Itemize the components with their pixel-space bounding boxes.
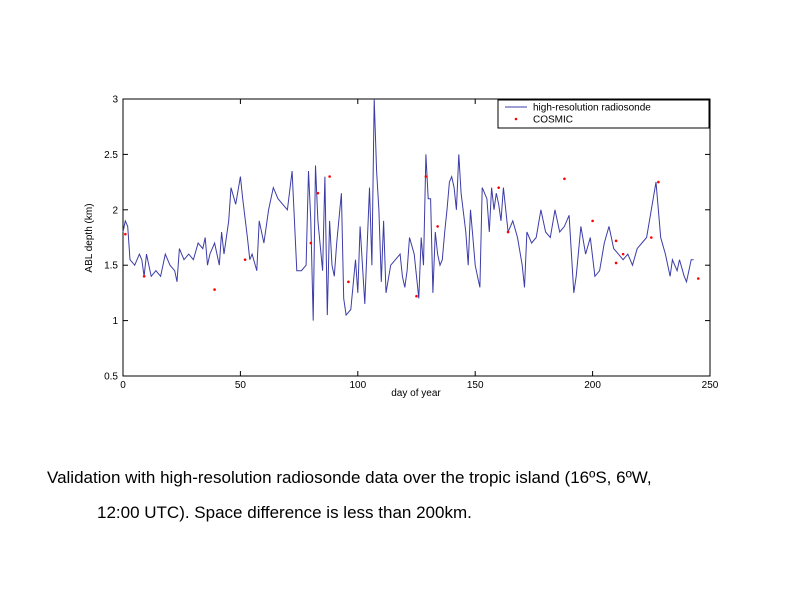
data-point (424, 175, 428, 178)
y-tick-label: 2.5 (104, 150, 118, 161)
legend-label: high-resolution radiosonde (533, 103, 651, 114)
x-tick-label: 50 (235, 380, 247, 391)
data-point (347, 280, 350, 284)
x-tick-label: 0 (120, 380, 126, 391)
legend-label: COSMIC (533, 115, 573, 126)
y-tick-label: 3 (112, 95, 118, 106)
data-point (497, 186, 500, 189)
data-point (328, 175, 331, 178)
data-point (213, 288, 216, 291)
x-tick-label: 100 (349, 380, 366, 391)
x-tick-label: 150 (467, 380, 484, 391)
y-axis-label: ABL depth (km) (84, 203, 95, 272)
data-point (696, 277, 700, 280)
legend-swatch (514, 117, 518, 121)
data-point (316, 191, 320, 195)
y-tick-label: 0.5 (104, 372, 118, 383)
data-point (650, 236, 653, 239)
y-tick-label: 1.5 (104, 261, 118, 272)
plot-frame (122, 98, 711, 377)
data-point (309, 241, 313, 245)
data-point (563, 177, 566, 181)
caption-line: 12:00 UTC). Space difference is less tha… (97, 503, 472, 522)
data-point (243, 258, 247, 261)
x-tick-label: 250 (702, 380, 719, 391)
data-line (122, 98, 694, 321)
data-point (436, 225, 439, 228)
data-point (415, 294, 418, 298)
data-point (614, 239, 618, 243)
x-axis-label: day of year (391, 388, 441, 399)
data-point (614, 261, 618, 265)
legend-box (497, 99, 710, 129)
y-tick-label: 2 (112, 205, 118, 216)
chart: day of year ABL depth (km) 0 50 100 150 200 2… (84, 95, 719, 400)
y-tick-label: 1 (112, 316, 118, 327)
caption-line: Validation with high-resolution radioson… (47, 468, 652, 487)
data-point (657, 180, 660, 184)
data-point (621, 252, 625, 256)
data-point (506, 230, 510, 234)
x-tick-label: 200 (584, 380, 601, 391)
data-point (124, 232, 127, 236)
data-point (142, 274, 146, 278)
data-point (591, 219, 594, 223)
